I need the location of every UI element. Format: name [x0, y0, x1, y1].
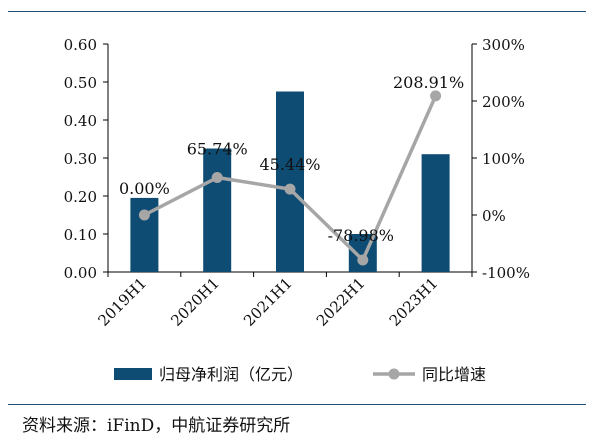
right-tick-label: 0%	[482, 207, 506, 225]
data-label: 208.91%	[393, 73, 464, 92]
left-tick-label: 0.30	[64, 150, 97, 168]
legend-line-marker	[388, 368, 400, 380]
bar	[276, 91, 304, 272]
x-tick-label: 2023H1	[386, 274, 442, 330]
x-tick-label: 2019H1	[94, 274, 150, 330]
top-rule	[8, 11, 586, 12]
data-label: -78.98%	[328, 226, 394, 245]
left-tick-label: 0.40	[64, 112, 97, 130]
growth-point	[357, 254, 369, 266]
growth-point	[284, 183, 296, 195]
left-tick-label: 0.10	[64, 226, 97, 244]
bottom-rule	[8, 404, 586, 405]
legend-bar-label: 归母净利润（亿元）	[159, 365, 303, 384]
right-tick-label: 100%	[482, 150, 525, 168]
source-note: 资料来源：iFinD，中航证券研究所	[22, 416, 291, 436]
left-tick-label: 0.20	[64, 188, 97, 206]
left-tick-label: 0.60	[64, 36, 97, 54]
data-label: 45.44%	[259, 155, 320, 174]
right-tick-label: -100%	[482, 264, 530, 282]
x-tick-label: 2021H1	[240, 274, 296, 330]
right-tick-label: 300%	[482, 36, 525, 54]
data-label: 0.00%	[119, 179, 170, 198]
left-tick-label: 0.00	[64, 264, 97, 282]
right-tick-label: 200%	[482, 93, 525, 111]
bar	[421, 154, 450, 272]
legend-line-label: 同比增速	[422, 365, 486, 384]
growth-point	[211, 172, 223, 184]
left-tick-label: 0.50	[64, 74, 97, 92]
bar	[203, 148, 232, 272]
legend-bar-swatch	[114, 368, 152, 380]
growth-point	[138, 209, 150, 221]
x-tick-label: 2020H1	[167, 274, 223, 330]
growth-point	[430, 90, 442, 102]
data-label: 65.74%	[187, 140, 248, 159]
x-tick-label: 2022H1	[313, 274, 369, 330]
